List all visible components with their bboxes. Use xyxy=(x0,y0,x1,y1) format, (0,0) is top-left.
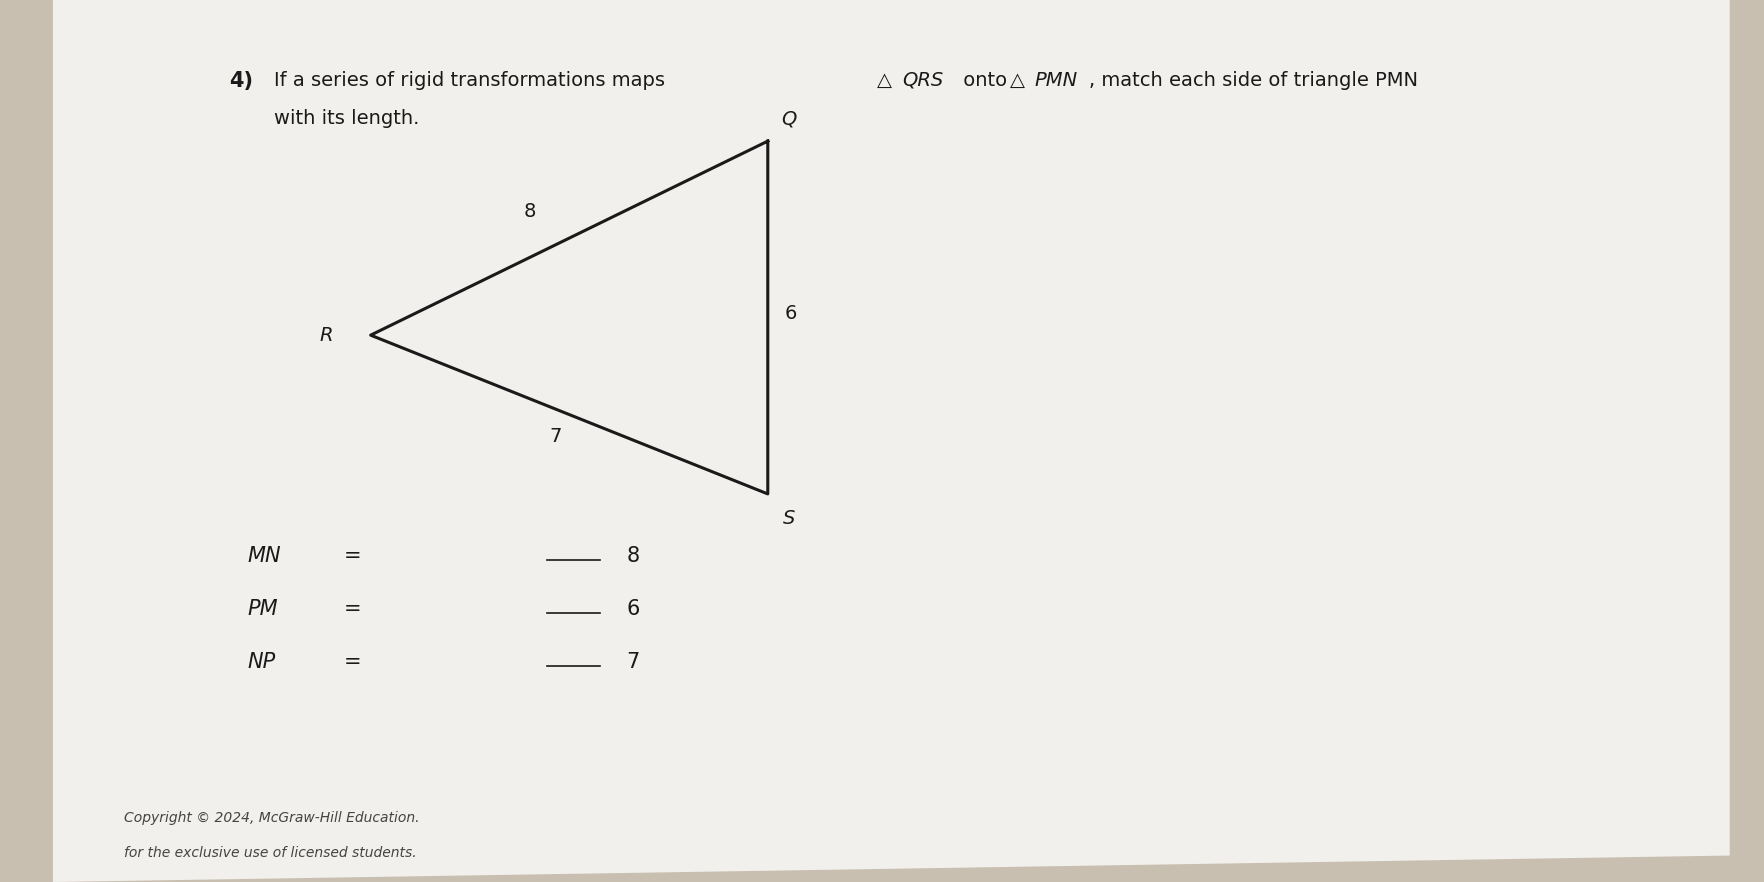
Text: 8: 8 xyxy=(522,202,536,221)
Text: S: S xyxy=(781,509,796,528)
Text: 4): 4) xyxy=(229,71,254,91)
Text: △: △ xyxy=(1009,71,1023,90)
Text: PM: PM xyxy=(247,599,277,618)
Text: , match each side of triangle PMN: , match each side of triangle PMN xyxy=(1088,71,1416,90)
Text: =: = xyxy=(344,546,362,565)
Text: NP: NP xyxy=(247,652,275,671)
Text: Q: Q xyxy=(781,109,796,129)
Text: 8: 8 xyxy=(626,546,639,565)
Text: for the exclusive use of licensed students.: for the exclusive use of licensed studen… xyxy=(123,846,416,860)
Text: =: = xyxy=(344,599,362,618)
Text: R: R xyxy=(319,325,333,345)
Text: onto: onto xyxy=(956,71,1013,90)
Text: △: △ xyxy=(877,71,891,90)
Polygon shape xyxy=(53,0,1729,882)
Text: QRS: QRS xyxy=(901,71,942,90)
Text: 7: 7 xyxy=(549,427,563,446)
Text: If a series of rigid transformations maps: If a series of rigid transformations map… xyxy=(273,71,670,90)
Text: with its length.: with its length. xyxy=(273,109,418,129)
Text: PMN: PMN xyxy=(1034,71,1078,90)
Text: Copyright © 2024, McGraw-Hill Education.: Copyright © 2024, McGraw-Hill Education. xyxy=(123,811,418,825)
Text: =: = xyxy=(344,652,362,671)
Text: 7: 7 xyxy=(626,652,640,671)
Text: MN: MN xyxy=(247,546,280,565)
Text: 6: 6 xyxy=(626,599,640,618)
Text: 6: 6 xyxy=(783,303,797,323)
